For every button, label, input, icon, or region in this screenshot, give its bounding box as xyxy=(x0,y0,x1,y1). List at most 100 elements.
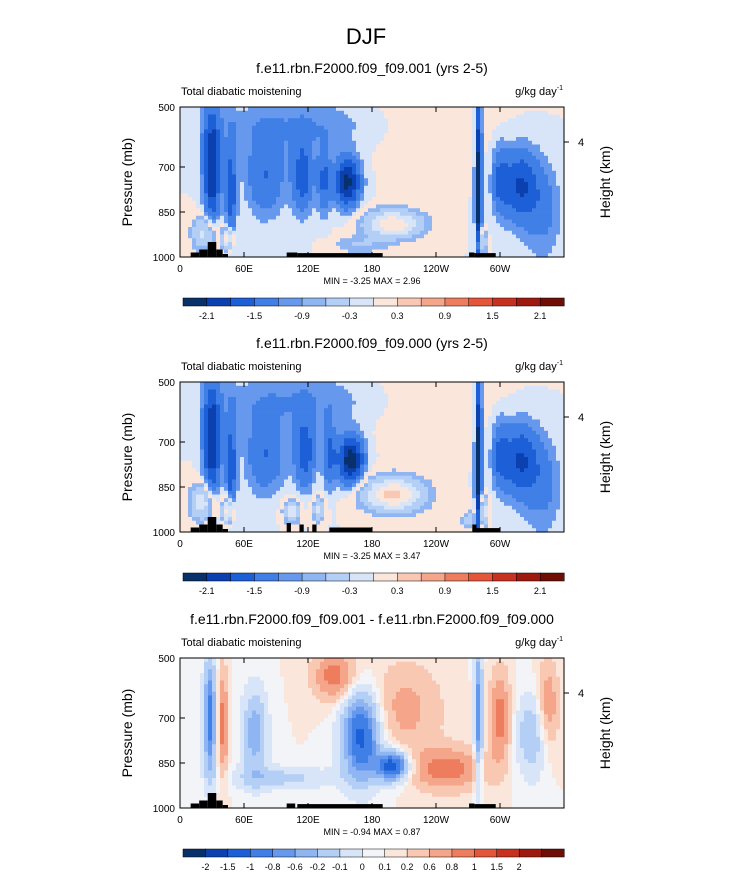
field-cell xyxy=(220,465,225,469)
field-cell xyxy=(432,193,437,197)
field-cell xyxy=(224,431,229,435)
field-cell xyxy=(240,171,245,175)
field-cell xyxy=(244,178,249,182)
field-cell xyxy=(456,178,461,182)
field-cell xyxy=(420,152,425,156)
field-cell xyxy=(548,227,553,231)
field-cell xyxy=(444,197,449,201)
field-cell xyxy=(212,141,217,145)
field-cell xyxy=(464,178,469,182)
field-cell xyxy=(356,122,361,126)
field-cell xyxy=(396,186,401,190)
field-cell xyxy=(188,208,193,212)
field-cell xyxy=(444,246,449,250)
field-cell xyxy=(476,111,481,115)
field-cell xyxy=(356,115,361,119)
field-cell xyxy=(184,235,189,239)
field-cell xyxy=(332,182,337,186)
field-cell xyxy=(180,506,185,510)
field-cell xyxy=(344,216,349,220)
field-cell xyxy=(268,510,273,514)
field-cell xyxy=(536,145,541,149)
field-cell xyxy=(188,472,193,476)
field-cell xyxy=(224,393,229,397)
field-cell xyxy=(444,171,449,175)
field-cell xyxy=(228,227,233,231)
field-cell xyxy=(416,186,421,190)
field-cell xyxy=(472,193,477,197)
field-cell xyxy=(280,483,285,487)
field-cell xyxy=(204,446,209,450)
field-cell xyxy=(360,115,365,119)
field-cell xyxy=(228,126,233,130)
field-cell xyxy=(336,175,341,179)
field-cell xyxy=(472,130,477,134)
field-cell xyxy=(312,160,317,164)
field-cell xyxy=(224,115,229,119)
field-cell xyxy=(268,246,273,250)
field-cell xyxy=(328,231,333,235)
field-cell xyxy=(392,163,397,167)
field-cell xyxy=(428,246,433,250)
field-cell xyxy=(412,238,417,242)
field-cell xyxy=(196,416,201,420)
field-cell xyxy=(276,220,281,224)
field-cell xyxy=(252,148,257,152)
field-cell xyxy=(244,427,249,431)
field-cell xyxy=(456,231,461,235)
field-cell xyxy=(332,205,337,209)
field-cell xyxy=(280,156,285,160)
field-cell xyxy=(484,190,489,194)
field-cell xyxy=(224,238,229,242)
field-cell xyxy=(320,152,325,156)
field-cell xyxy=(256,250,261,254)
field-cell xyxy=(228,122,233,126)
field-cell xyxy=(456,156,461,160)
field-cell xyxy=(188,178,193,182)
field-cell xyxy=(276,193,281,197)
field-cell xyxy=(308,122,313,126)
field-cell xyxy=(244,137,249,141)
field-cell xyxy=(184,190,189,194)
field-cell xyxy=(528,242,533,246)
field-cell xyxy=(228,498,233,502)
field-cell xyxy=(264,238,269,242)
field-cell xyxy=(404,145,409,149)
field-cell xyxy=(456,190,461,194)
field-cell xyxy=(200,201,205,205)
field-cell xyxy=(348,235,353,239)
field-cell xyxy=(396,107,401,111)
field-cell xyxy=(424,171,429,175)
field-cell xyxy=(504,156,509,160)
field-cell xyxy=(420,220,425,224)
field-cell xyxy=(268,141,273,145)
field-cell xyxy=(200,193,205,197)
field-cell xyxy=(344,130,349,134)
field-cell xyxy=(208,405,213,409)
field-cell xyxy=(516,152,521,156)
field-cell xyxy=(300,242,305,246)
field-cell xyxy=(492,231,497,235)
field-cell xyxy=(280,420,285,424)
field-cell xyxy=(272,178,277,182)
field-cell xyxy=(260,457,265,461)
field-cell xyxy=(364,216,369,220)
field-cell xyxy=(260,186,265,190)
field-cell xyxy=(312,216,317,220)
field-cell xyxy=(224,521,229,525)
field-cell xyxy=(264,133,269,137)
field-cell xyxy=(236,115,241,119)
field-cell xyxy=(208,238,213,242)
field-cell xyxy=(484,175,489,179)
field-cell xyxy=(216,420,221,424)
field-cell xyxy=(220,107,225,111)
field-cell xyxy=(228,525,233,529)
field-cell xyxy=(420,246,425,250)
field-cell xyxy=(184,502,189,506)
field-cell xyxy=(184,513,189,517)
field-cell xyxy=(484,216,489,220)
field-cell xyxy=(408,186,413,190)
field-cell xyxy=(320,160,325,164)
field-cell xyxy=(240,442,245,446)
field-cell xyxy=(216,190,221,194)
